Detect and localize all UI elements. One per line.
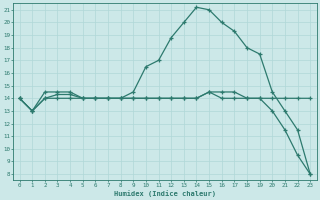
X-axis label: Humidex (Indice chaleur): Humidex (Indice chaleur) xyxy=(114,190,216,197)
